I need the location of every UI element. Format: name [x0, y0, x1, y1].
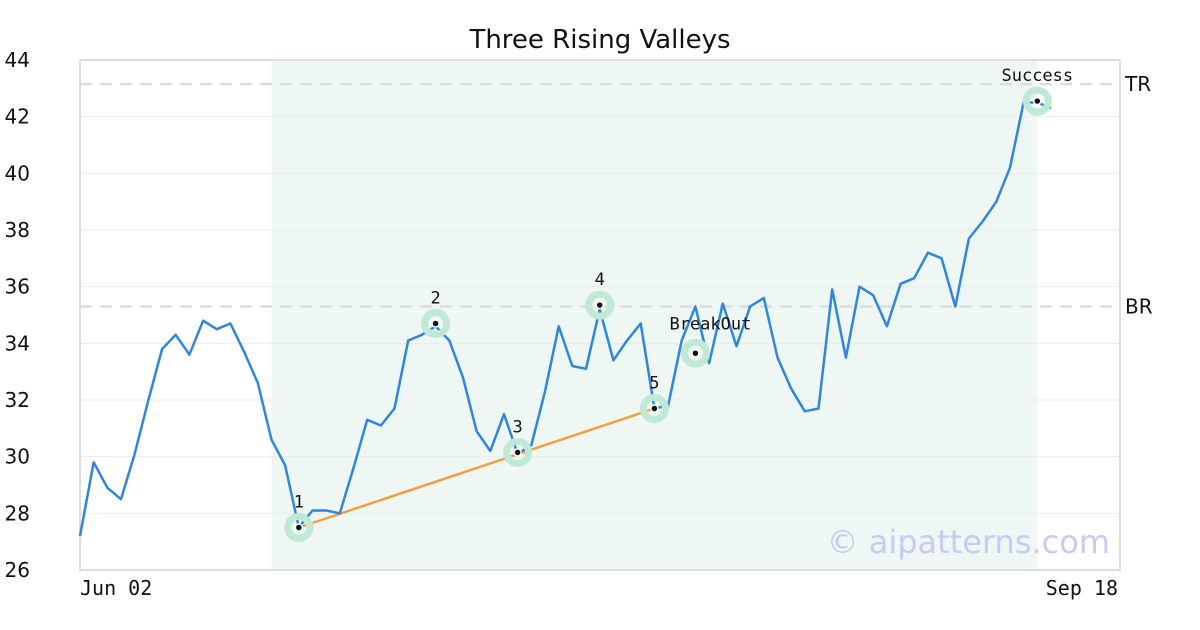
point-halo — [503, 437, 533, 467]
point-label: 1 — [294, 493, 304, 513]
y-tick-label: 34 — [5, 331, 30, 355]
price-line — [78, 101, 1052, 537]
point-label: 3 — [513, 417, 523, 437]
point-halo — [284, 513, 314, 542]
trend-line — [298, 407, 655, 529]
point-halo — [639, 394, 669, 423]
y-tick-label: 26 — [5, 558, 30, 582]
y-tick-label: 32 — [5, 388, 30, 412]
y-tick-label: 40 — [5, 161, 30, 185]
y-tick-label: 38 — [5, 218, 30, 242]
point-label: 2 — [430, 289, 440, 309]
point-marker — [294, 523, 304, 532]
point-halo — [1022, 86, 1052, 116]
point-halo — [680, 338, 710, 368]
point-marker — [513, 448, 522, 457]
point-marker — [1033, 96, 1042, 106]
point-label: Success — [1001, 66, 1073, 86]
point-label: 4 — [595, 270, 605, 290]
level-label: TR — [1124, 72, 1151, 96]
point-marker — [650, 404, 659, 413]
point-label: BreakOut — [669, 314, 751, 334]
y-tick-label: 44 — [5, 48, 30, 72]
plot-frame — [79, 59, 1121, 571]
y-tick-label: 36 — [5, 275, 30, 299]
point-label: 5 — [649, 374, 659, 394]
y-tick-label: 30 — [5, 445, 30, 469]
level-label: BR — [1125, 295, 1153, 319]
pattern-region — [271, 60, 1038, 570]
y-tick-label: 28 — [5, 501, 30, 525]
y-tick-label: 42 — [5, 105, 30, 129]
point-halo — [421, 309, 451, 338]
x-tick-label: Sep 18 — [1046, 576, 1118, 600]
point-marker — [691, 349, 700, 358]
watermark: © aipatterns.com — [827, 523, 1110, 561]
chart-title: Three Rising Valleys — [468, 25, 730, 55]
x-tick-label: Jun 02 — [80, 576, 152, 600]
point-marker — [595, 300, 604, 310]
point-marker — [431, 319, 440, 328]
point-halo — [585, 290, 615, 320]
